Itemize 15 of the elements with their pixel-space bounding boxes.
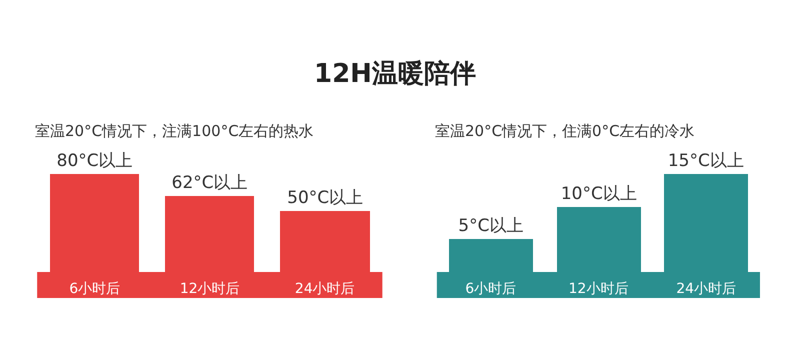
chart-subtitle: 室温20°C情况下，住满0°C左右的冷水 bbox=[435, 122, 695, 140]
x-tick-label: 6小时后 bbox=[465, 281, 516, 297]
x-tick-label: 24小时后 bbox=[294, 281, 355, 297]
x-tick-label: 24小时后 bbox=[676, 281, 736, 297]
data-label: 5°C以上 bbox=[458, 216, 524, 236]
data-label: 50°C以上 bbox=[287, 188, 364, 208]
x-tick-label: 12小时后 bbox=[568, 281, 628, 297]
data-label: 62°C以上 bbox=[172, 173, 248, 193]
data-label: 10°C以上 bbox=[560, 184, 637, 204]
data-label: 80°C以上 bbox=[56, 151, 133, 171]
x-tick-label: 6小时后 bbox=[69, 281, 120, 297]
data-label: 15°C以上 bbox=[668, 151, 744, 171]
chart-title: 12H温暖陪伴 bbox=[314, 59, 476, 89]
x-tick-label: 12小时后 bbox=[180, 281, 240, 297]
chart-subtitle: 室温20°C情况下，注满100°C左右的热水 bbox=[35, 122, 314, 140]
